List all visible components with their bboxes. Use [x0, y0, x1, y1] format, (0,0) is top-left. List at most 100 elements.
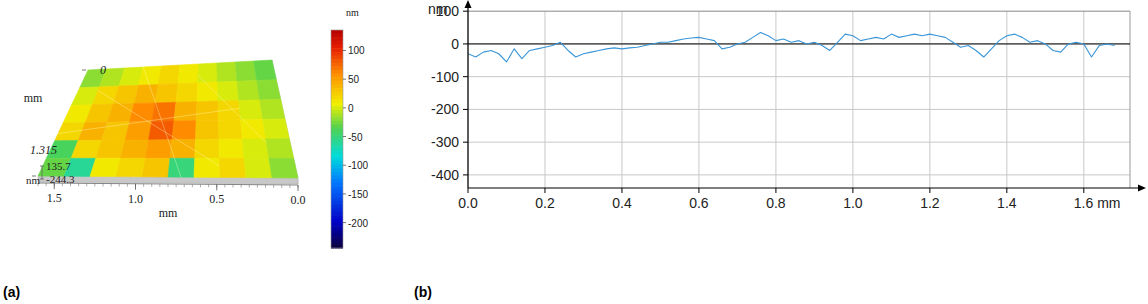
colorbar-band	[331, 124, 343, 128]
minor-tick	[265, 185, 266, 188]
y-grid-line	[468, 109, 1130, 110]
surface-cell	[217, 62, 237, 82]
z-tick-label: -244.3	[46, 173, 75, 185]
colorbar-tick	[343, 136, 346, 137]
y-tick-label: 0	[451, 36, 459, 52]
colorbar-band	[331, 106, 343, 110]
x-tick-label: 0.5	[209, 192, 224, 206]
x-tick-label: 0.4	[612, 195, 632, 211]
figure: 1.51.00.50.0mm01.315mm135.7-244.3nm10050…	[0, 0, 1148, 304]
zero-line	[468, 43, 1130, 44]
colorbar-band	[331, 139, 343, 143]
surface-cell	[219, 139, 244, 158]
colorbar-band	[331, 92, 343, 96]
surface-cell	[176, 83, 198, 102]
colorbar-band	[331, 114, 343, 118]
x-grid-line	[1006, 11, 1007, 188]
minor-tick	[176, 184, 177, 187]
colorbar-band	[331, 197, 343, 201]
minor-tick	[103, 184, 104, 187]
z-axis	[42, 166, 43, 179]
x-tick	[852, 188, 853, 193]
colorbar-band	[331, 63, 343, 67]
colorbar-band	[331, 117, 343, 121]
y-tick-label: -300	[431, 134, 459, 150]
surface-cell	[172, 121, 196, 140]
x-tick-label: 0.6	[689, 195, 709, 211]
colorbar-band	[331, 135, 343, 139]
minor-tick	[289, 185, 290, 188]
surface-cell	[145, 140, 172, 159]
surface-cell	[158, 65, 180, 85]
colorbar-band	[331, 143, 343, 147]
x-grid-line	[1083, 11, 1084, 188]
colorbar-frame	[331, 30, 343, 248]
x-tick	[468, 188, 469, 193]
x-tick-label: 1.0	[128, 192, 143, 206]
colorbar-band	[331, 190, 343, 194]
surface-cell	[142, 158, 170, 177]
minor-tick	[273, 185, 274, 188]
surface-cell	[269, 158, 298, 178]
surface-cell	[96, 140, 125, 158]
minor-tick	[200, 184, 201, 187]
minor-tick	[78, 183, 79, 186]
minor-tick	[94, 183, 95, 186]
colorbar-band	[331, 110, 343, 114]
colorbar-band	[331, 230, 343, 234]
colorbar-band	[331, 88, 343, 92]
colorbar-band	[331, 161, 343, 165]
y-grid-line	[468, 43, 1130, 44]
colorbar-band	[331, 146, 343, 150]
colorbar-band	[331, 157, 343, 161]
surface-cell	[195, 139, 220, 158]
colorbar-band	[331, 208, 343, 212]
colorbar-band	[331, 204, 343, 208]
scratch	[58, 108, 240, 133]
minor-tick	[192, 184, 193, 187]
y-tick-label: -100	[431, 69, 459, 85]
colorbar-tick-label: -50	[348, 132, 363, 143]
colorbar-band	[331, 34, 343, 38]
x-tick-label: 1.0	[843, 195, 863, 211]
colorbar-tick	[343, 79, 346, 80]
profile-panel: 0.00.20.40.60.81.01.21.41.6 mm1000-100-2…	[414, 0, 1146, 300]
colorbar-band	[331, 237, 343, 241]
colorbar-tick-label: 0	[348, 103, 354, 114]
x-tick-label: 0.0	[291, 193, 306, 207]
colorbar-tick-label: -100	[348, 160, 368, 171]
y-arrow	[465, 0, 472, 8]
z-tick-label: 135.7	[46, 160, 71, 172]
colorbar-tick	[343, 107, 346, 108]
minor-tick	[224, 184, 225, 187]
colorbar-band	[331, 154, 343, 158]
minor-tick	[119, 184, 120, 187]
minor-tick	[233, 185, 234, 188]
minor-tick	[281, 185, 282, 188]
surface-cell	[121, 140, 149, 158]
x-tick-label: 0.8	[766, 195, 786, 211]
colorbar-band	[331, 132, 343, 136]
y-axis-label: mm	[24, 91, 43, 105]
scratch	[143, 67, 181, 177]
y-tick-label: 1.315	[30, 143, 57, 157]
y-grid-line	[468, 76, 1130, 77]
y-tick	[463, 11, 468, 12]
surface-cell	[139, 66, 162, 85]
x-tick	[929, 188, 930, 193]
z-tick	[40, 166, 44, 167]
x-tick-label: 0.0	[458, 195, 478, 211]
y-tick	[82, 70, 86, 71]
surface-cell	[244, 158, 272, 178]
surface-cell	[235, 61, 257, 81]
plot-area	[468, 3, 1130, 188]
colorbar-band	[331, 179, 343, 183]
minor-tick	[143, 184, 144, 187]
y-tick-label: 0	[100, 63, 106, 77]
colorbar-tick-label: 100	[348, 45, 365, 56]
surface-cell	[196, 120, 219, 139]
colorbar-band	[331, 150, 343, 154]
surface-cell	[90, 158, 121, 176]
colorbar-band	[331, 175, 343, 179]
colorbar-band	[331, 194, 343, 198]
